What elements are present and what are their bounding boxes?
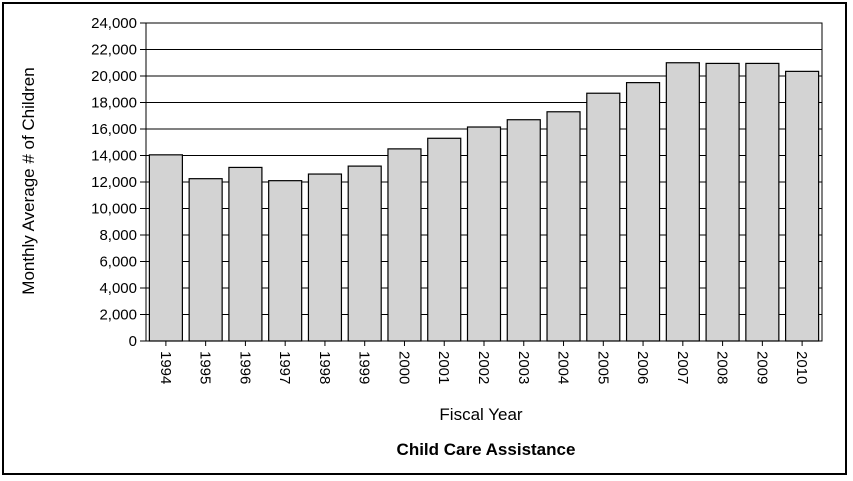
bar-1994: [148, 154, 183, 342]
bars: [148, 62, 820, 342]
y-tick-label: 10,000: [91, 201, 137, 218]
y-tick-label: 20,000: [91, 68, 137, 85]
y-tick-label: 2,000: [99, 307, 137, 324]
bar-1998: [307, 173, 343, 342]
x-tick-label: 2006: [634, 351, 651, 384]
x-tick-label: 2001: [435, 351, 452, 384]
y-tick-label: 14,000: [91, 148, 137, 165]
x-tick-label: 2004: [555, 351, 572, 384]
chart-frame: 0 2,000 4,000 6,000 8,000 10,000 12,000 14,000 1…: [2, 2, 847, 475]
y-tick-label: 0: [129, 333, 137, 350]
bar-2004: [546, 111, 581, 342]
y-tick-label: 4,000: [99, 280, 137, 297]
x-axis-title: Fiscal Year: [439, 405, 522, 424]
x-tick-label: 1995: [197, 351, 214, 384]
bar-1996: [228, 166, 263, 342]
bar-2010: [785, 70, 820, 342]
x-tick-label: 2002: [475, 351, 492, 384]
x-tick-label: 2009: [753, 351, 770, 384]
bar-1997: [268, 180, 303, 342]
bar-2003: [506, 119, 541, 342]
y-tick-label: 8,000: [99, 227, 137, 244]
bar-chart: 0 2,000 4,000 6,000 8,000 10,000 12,000 14,000 1…: [19, 15, 823, 459]
axes: [140, 22, 823, 346]
x-tick-label: 2007: [674, 351, 691, 384]
x-tick-label: 2000: [395, 351, 412, 384]
bar-2005: [586, 92, 621, 342]
y-tick-label: 6,000: [99, 254, 137, 271]
y-tick-label: 18,000: [91, 95, 137, 112]
bar-1999: [347, 165, 382, 342]
y-tick-label: 24,000: [91, 15, 137, 32]
chart-title: Child Care Assistance: [397, 440, 576, 459]
bar-2002: [466, 126, 502, 342]
x-tick-label: 1999: [356, 351, 373, 384]
y-tick-label: 22,000: [91, 42, 137, 59]
bar-2009: [745, 62, 780, 342]
x-tick-label: 1994: [157, 351, 174, 384]
y-axis-title: Monthly Average # of Children: [19, 67, 38, 294]
bar-1995: [188, 178, 223, 342]
plot-border: [145, 22, 823, 342]
x-tick-label: 2010: [793, 351, 810, 384]
y-tick-labels: 0 2,000 4,000 6,000 8,000 10,000 12,000 14,000 1…: [91, 15, 137, 350]
x-tick-label: 1998: [316, 351, 333, 384]
x-tick-label: 1997: [276, 351, 293, 384]
y-tick-label: 12,000: [91, 174, 137, 191]
bar-2006: [625, 82, 661, 342]
x-tick-label: 2008: [714, 351, 731, 384]
y-tick-label: 16,000: [91, 121, 137, 138]
x-tick-label: 2005: [594, 351, 611, 384]
bar-2001: [427, 137, 462, 342]
bar-2000: [387, 148, 422, 342]
x-tick-labels: 1994 1995 1996 1997 1998 1999 2000 2001 2002 2003…: [157, 351, 810, 384]
bar-2008: [705, 62, 740, 342]
bar-2007: [665, 62, 700, 342]
x-tick-label: 1996: [236, 351, 253, 384]
x-tick-label: 2003: [515, 351, 532, 384]
